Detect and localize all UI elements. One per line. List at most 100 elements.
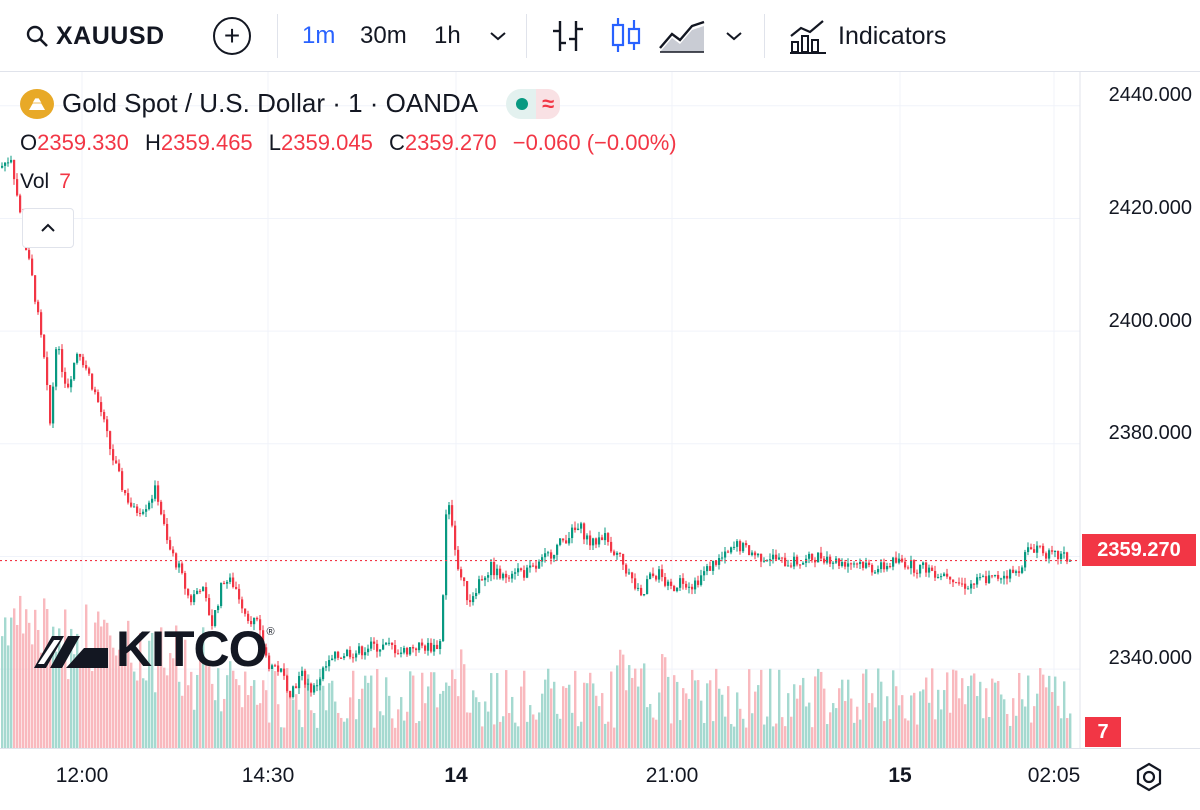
volume-bar: [844, 701, 847, 748]
candle-body: [403, 647, 406, 653]
volume-bar: [409, 671, 412, 748]
timeframe-1m[interactable]: 1m: [302, 22, 336, 49]
volume-bar: [232, 670, 235, 748]
volume-bar: [472, 690, 475, 748]
volume-bar: [604, 723, 607, 748]
volume-bar: [985, 688, 988, 748]
candle-body: [289, 690, 292, 698]
volume-bar: [979, 681, 982, 748]
candle-body: [13, 159, 16, 180]
candle-body: [871, 564, 874, 573]
volume-bar: [181, 695, 184, 748]
volume-bar: [931, 668, 934, 748]
volume-bar: [64, 609, 67, 748]
indicators-button[interactable]: Indicators: [838, 21, 947, 50]
volume-bar: [505, 670, 508, 748]
candle-body: [211, 615, 214, 626]
candle-body: [358, 646, 361, 654]
volume-bar: [133, 671, 136, 748]
volume-bar: [712, 721, 715, 748]
candle-body: [286, 675, 289, 691]
candle-body: [145, 509, 148, 512]
candle-body: [133, 506, 136, 508]
volume-bar: [967, 686, 970, 748]
symbol-search-button[interactable]: XAUUSD: [26, 0, 165, 72]
volume-bar: [253, 680, 256, 748]
candle-body: [295, 686, 298, 689]
volume-bar: [817, 668, 820, 748]
volume-bar: [799, 685, 802, 748]
timeframe-30m[interactable]: 30m: [360, 22, 407, 49]
candle-body: [1063, 552, 1066, 554]
candle-body: [484, 577, 487, 581]
toolbar-divider: [764, 14, 765, 58]
volume-bar: [616, 665, 619, 748]
candle-body: [148, 502, 151, 510]
volume-bar: [1069, 713, 1072, 748]
volume-bar: [256, 704, 259, 748]
candle-body: [646, 579, 649, 595]
candle-body: [559, 538, 562, 545]
candle-body: [538, 561, 541, 569]
volume-bar: [589, 672, 592, 748]
volume-bar: [670, 723, 673, 748]
chart-type-chevron-down-icon[interactable]: [724, 0, 744, 72]
market-status-pill[interactable]: ≈: [506, 88, 561, 119]
candle-body: [796, 556, 799, 565]
volume-bar: [763, 724, 766, 748]
volume-bar: [730, 724, 733, 748]
candle-body: [529, 565, 532, 568]
candle-body: [739, 541, 742, 552]
compare-add-button[interactable]: +: [213, 17, 251, 55]
volume-bar: [1057, 705, 1060, 748]
candle-body: [703, 571, 706, 576]
candle-body: [676, 587, 679, 592]
candle-body: [922, 562, 925, 565]
candle-body: [205, 587, 208, 598]
candles-chart-icon[interactable]: [608, 15, 644, 55]
candle-body: [349, 649, 352, 658]
volume-bar: [229, 661, 232, 748]
candle-body: [340, 657, 343, 659]
volume-bar: [694, 680, 697, 748]
candle-body: [508, 577, 511, 579]
candle-body: [781, 557, 784, 559]
candle-body: [418, 642, 421, 651]
collapse-legend-button[interactable]: [22, 208, 74, 248]
volume-bar: [58, 628, 61, 748]
volume-bar: [1048, 675, 1051, 748]
candle-body: [967, 588, 970, 590]
candle-body: [754, 552, 757, 556]
candle-body: [601, 537, 604, 541]
candle-body: [136, 506, 139, 513]
candle-body: [325, 666, 328, 668]
candle-body: [892, 557, 895, 567]
volume-bar: [1015, 715, 1018, 748]
candle-body: [562, 538, 565, 541]
volume-bar: [910, 695, 913, 748]
candle-body: [670, 581, 673, 586]
area-chart-icon[interactable]: [658, 18, 706, 54]
volume-bar: [28, 622, 31, 748]
candle-body: [10, 159, 13, 163]
candle-body: [856, 563, 859, 565]
candle-body: [1066, 552, 1069, 562]
volume-bar: [886, 696, 889, 748]
volume-bar: [784, 726, 787, 748]
candle-body: [919, 564, 922, 574]
timeframe-1h[interactable]: 1h: [434, 22, 461, 49]
timeframe-chevron-down-icon[interactable]: [488, 0, 508, 72]
chart-settings-gear-icon[interactable]: [1134, 762, 1164, 792]
candle-body: [61, 349, 64, 372]
candle-body: [16, 179, 19, 196]
volume-bar: [205, 662, 208, 748]
volume-bar: [442, 690, 445, 748]
time-axis[interactable]: 12:00 14:30 14 21:00 15 02:05: [0, 748, 1200, 800]
candle-body: [697, 580, 700, 585]
price-chart[interactable]: [0, 72, 1200, 748]
volume-bar: [757, 685, 760, 748]
bars-chart-icon[interactable]: [550, 17, 586, 55]
candle-body: [961, 583, 964, 585]
indicators-icon[interactable]: [788, 16, 828, 56]
candle-body: [586, 535, 589, 540]
